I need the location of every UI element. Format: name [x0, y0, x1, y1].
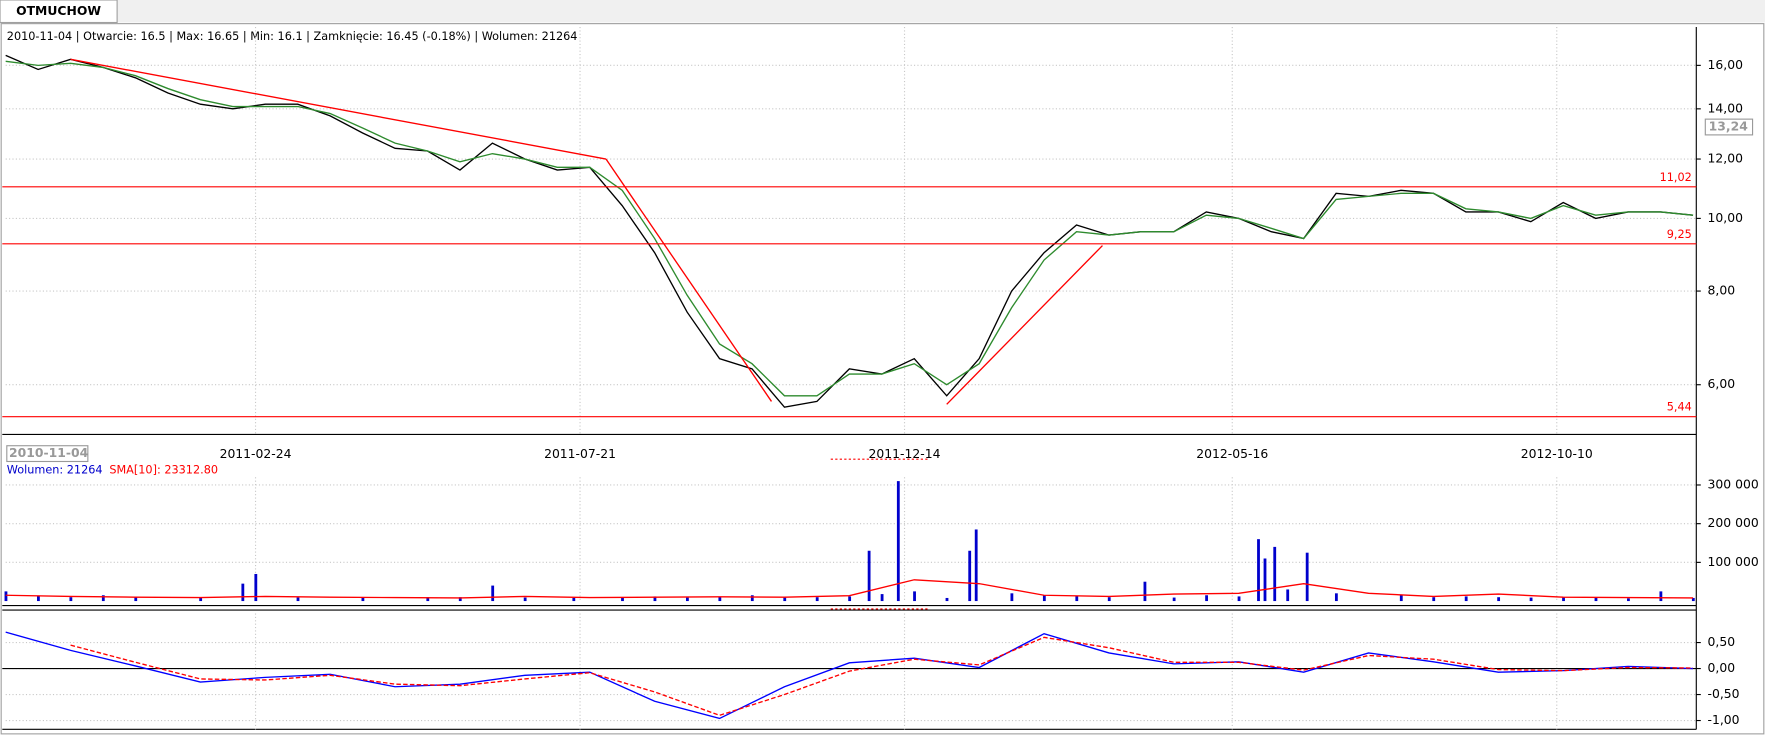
volume-bar: [896, 481, 900, 602]
volume-bar: [69, 597, 73, 602]
volume-bar: [426, 597, 430, 602]
volume-bar: [1107, 597, 1111, 602]
volume-bar: [880, 594, 884, 602]
x-tick-label: 2011-12-14: [869, 447, 941, 461]
volume-bar: [1334, 593, 1338, 602]
volume-bar: [1263, 558, 1267, 602]
volume-bar: [523, 597, 527, 602]
volume-bar: [848, 596, 852, 602]
sma-line: [5, 579, 1694, 599]
volume-bar: [1143, 581, 1147, 602]
y-tick-label: 8,00: [1708, 284, 1736, 298]
volume-bar: [4, 591, 8, 602]
volume-bar: [1627, 598, 1630, 602]
y-tick-label: 0,00: [1708, 661, 1736, 675]
volume-bar: [1286, 589, 1290, 602]
volume-bar: [1691, 597, 1695, 602]
volume-bar: [296, 597, 300, 602]
volume-bar: [653, 596, 657, 602]
cursor-value-box: [1704, 118, 1754, 136]
y-tick-label: 100 000: [1708, 555, 1759, 569]
y-tick-label: 12,00: [1708, 152, 1744, 166]
volume-bar: [783, 597, 787, 602]
volume-bar: [1075, 596, 1079, 602]
volume-bar: [621, 597, 624, 602]
volume-bar: [1497, 597, 1501, 602]
volume-bar: [974, 529, 978, 602]
cursor-date: 2010-11-04: [9, 446, 89, 460]
frame: [0, 23, 1765, 735]
volume-bar: [572, 597, 576, 602]
cursor-date-box: [6, 445, 89, 463]
info-bar: 2010-11-04 | Otwarcie: 16.5 | Max: 16.65…: [7, 30, 578, 43]
volume-bar: [1237, 596, 1241, 602]
level-label: 9,25: [1667, 228, 1692, 241]
volume-bar: [1659, 591, 1663, 602]
volume-bar: [458, 597, 462, 602]
volume-bar: [1529, 597, 1533, 602]
x-tick-label: 2012-10-10: [1521, 447, 1593, 461]
volume-bar: [815, 597, 819, 602]
volume-bar: [1257, 539, 1260, 602]
volume-bar: [37, 596, 40, 602]
legend-entry: Wolumen: 21264: [7, 463, 103, 476]
volume-bar: [1594, 597, 1598, 602]
y-tick-label: 14,00: [1708, 101, 1744, 115]
x-tick-label: 2011-07-21: [544, 447, 616, 461]
volume-bar: [1010, 593, 1014, 602]
volume-bar: [1399, 595, 1403, 602]
volume-bar: [199, 597, 203, 602]
y-tick-label: 300 000: [1708, 477, 1759, 491]
tab-bar: [0, 0, 1765, 23]
volume-bar: [1305, 552, 1309, 602]
volume-bar: [968, 550, 972, 602]
volume-bar: [945, 597, 949, 602]
y-tick-label: 200 000: [1708, 516, 1759, 530]
volume-bar: [1042, 595, 1046, 602]
volume-bar: [254, 573, 258, 602]
level-label: 5,44: [1667, 401, 1692, 414]
volume-bar: [101, 595, 105, 602]
tab[interactable]: [0, 0, 118, 24]
level-label: 11,02: [1660, 171, 1692, 184]
series-line: [70, 636, 1694, 717]
trend-line: [605, 158, 773, 402]
tab-label[interactable]: OTMUCHOW: [16, 4, 101, 18]
y-tick-label: -1,00: [1708, 713, 1740, 727]
volume-bar: [1172, 597, 1176, 602]
cursor-value: 13,24: [1709, 120, 1749, 134]
x-tick-label: 2012-05-16: [1196, 447, 1268, 461]
legend-entry: SMA[10]: 23312.80: [109, 463, 218, 476]
y-tick-label: 10,00: [1708, 211, 1744, 225]
series-line: [5, 54, 1694, 408]
series-line: [5, 60, 1694, 397]
volume-bar: [1273, 546, 1277, 602]
volume-bar: [134, 597, 138, 602]
y-tick-label: 6,00: [1708, 377, 1736, 391]
x-tick-label: 2011-02-24: [220, 447, 292, 461]
volume-bar: [685, 597, 689, 602]
volume-bar: [491, 585, 495, 602]
series-line: [5, 631, 1694, 720]
trend-line: [946, 245, 1103, 405]
volume-bar: [750, 595, 754, 602]
volume-bar: [1464, 596, 1468, 602]
volume-bar: [867, 550, 871, 602]
y-tick-label: 0,50: [1708, 635, 1736, 649]
y-tick-label: 16,00: [1708, 58, 1744, 72]
volume-bar: [1432, 597, 1436, 602]
trend-line: [70, 58, 607, 160]
volume-bar: [1562, 597, 1565, 602]
volume-bar: [241, 583, 245, 602]
volume-bar: [718, 597, 722, 602]
y-tick-label: -0,50: [1708, 687, 1740, 701]
volume-bar: [361, 597, 365, 602]
volume-bar: [913, 591, 916, 602]
volume-bar: [1205, 595, 1208, 602]
